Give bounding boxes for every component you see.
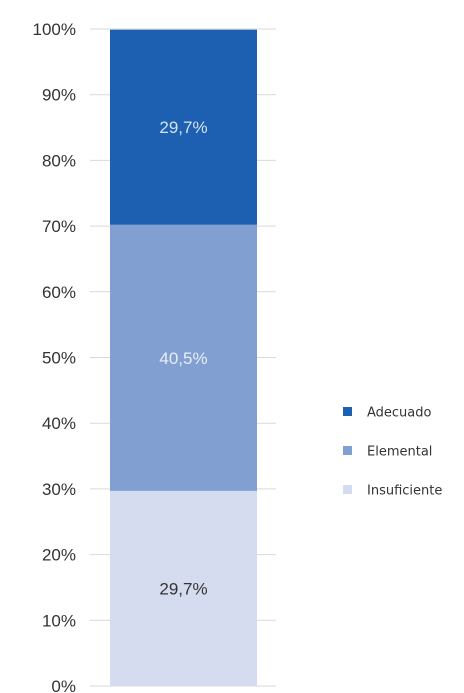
y-tick-label: 20% (42, 546, 76, 565)
y-tick-label: 30% (42, 480, 76, 499)
y-tick-label: 70% (42, 217, 76, 236)
y-tick-label: 100% (33, 20, 76, 39)
y-tick-label: 80% (42, 151, 76, 170)
y-tick-label: 60% (42, 283, 76, 302)
data-label-adecuado: 29,7% (159, 118, 207, 137)
legend-swatch-adecuado (343, 407, 352, 416)
bar-segments (110, 29, 257, 686)
y-tick-label: 0% (51, 677, 76, 693)
y-tick-label: 90% (42, 86, 76, 105)
y-tick-label: 50% (42, 349, 76, 368)
legend-swatch-elemental (343, 446, 352, 455)
y-tick-label: 10% (42, 611, 76, 630)
legend-label-insuficiente: Insuficiente (367, 484, 442, 499)
data-label-insuficiente: 29,7% (159, 579, 207, 598)
y-axis-tick-labels: 0% 10% 20% 30% 40% 50% 60% 70% 80% 90% 100% (33, 20, 76, 693)
data-label-elemental: 40,5% (159, 349, 207, 368)
legend-label-elemental: Elemental (367, 445, 432, 460)
legend: Adecuado Elemental Insuficiente (343, 406, 442, 499)
legend-label-adecuado: Adecuado (367, 406, 432, 421)
legend-swatch-insuficiente (343, 485, 352, 494)
bar-segment-insuficiente (110, 490, 257, 686)
y-tick-label: 40% (42, 414, 76, 433)
bar-segment-elemental (110, 224, 257, 491)
data-labels: 29,7% 40,5% 29,7% (159, 118, 207, 598)
bar-segment-adecuado (110, 29, 257, 225)
